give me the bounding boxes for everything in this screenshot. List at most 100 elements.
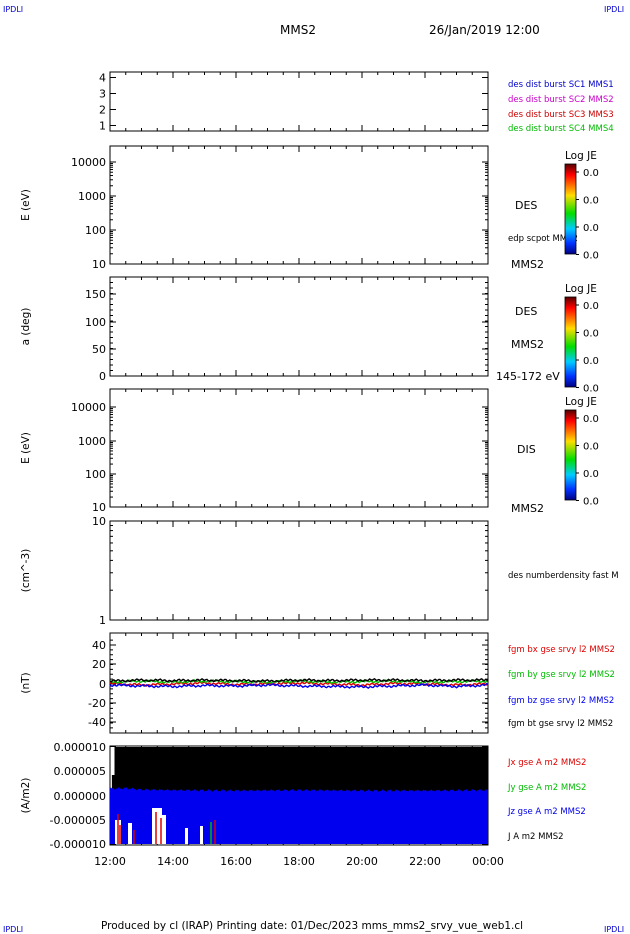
- data-gap: [160, 815, 166, 844]
- y-axis-title: E (eV): [20, 432, 32, 464]
- y-tick-label: 3: [99, 88, 106, 101]
- colorbar: [564, 296, 577, 388]
- y-tick-label: 2: [99, 104, 106, 117]
- y-tick-label: 1000: [78, 190, 106, 203]
- y-tick-label: 100: [85, 316, 106, 329]
- corner-label-top-right: IPDLI: [604, 5, 624, 14]
- y-axis-title: a (deg): [20, 308, 32, 346]
- panel-burst: 4 3 2 1 des dist burst SC1 MMS1 des dist burs…: [99, 71, 614, 134]
- panel-des-pitch: 150 100 50 0 a (deg) DES MMS2 145-172 eV Log JE 0…: [20, 276, 599, 395]
- panel-current-density: 0.000010 0.000005 0.000000 -0.000005 -0.0000…: [20, 741, 586, 851]
- footer-credit: Produced by cl (IRAP) Printing date: 01/…: [101, 920, 523, 932]
- y-tick-label: 4: [99, 72, 106, 85]
- colorbar-title: Log JE: [565, 150, 597, 162]
- panel-des-energy: 10000 1000 100 10 E (eV) DES edp scpot MMS2 MMS…: [20, 145, 599, 271]
- data-gap: [200, 826, 203, 844]
- panel-frame: [109, 145, 489, 265]
- panel-frame: [109, 520, 489, 621]
- legend-entry: Jx gse A m2 MMS2: [507, 758, 586, 768]
- legend-entry: J A m2 MMS2: [507, 832, 564, 842]
- data-gap: [110, 747, 115, 775]
- colorbar-tick-label: 0.0: [583, 497, 599, 508]
- panel-frame: [109, 71, 489, 132]
- y-tick-label: 10000: [71, 156, 106, 169]
- y-tick-label: 100: [85, 224, 106, 237]
- panel-dis-energy: 10000 1000 100 10 E (eV) DIS MMS2 Log JE 0.0 0.0 0…: [20, 388, 599, 515]
- y-axis-title: (cm^-3): [20, 549, 32, 592]
- y-tick-label: -20: [88, 697, 106, 710]
- data-gap: [128, 823, 132, 844]
- y-tick-label: 10: [92, 258, 106, 271]
- legend-entry: des dist burst SC3 MMS3: [508, 110, 614, 120]
- corner-label-bottom-left: IPDLI: [3, 925, 23, 934]
- x-tick-label: 20:00: [346, 855, 378, 868]
- side-label: DES: [515, 305, 537, 318]
- side-label: MMS2: [511, 502, 544, 515]
- panel-density: 10 1 (cm^-3) des numberdensity fast M: [20, 515, 619, 627]
- legend-entry: fgm bz gse srvy l2 MMS2: [508, 696, 614, 706]
- colorbar-tick-label: 0.0: [583, 414, 599, 425]
- y-tick-label: 10: [92, 515, 106, 528]
- y-axis-title: E (eV): [20, 189, 32, 221]
- panels-layer: 4 3 2 1 des dist burst SC1 MMS1 des dist burs…: [20, 71, 619, 868]
- y-tick-label: 1000: [78, 435, 106, 448]
- colorbar-title: Log JE: [565, 283, 597, 295]
- legend-entry: des numberdensity fast M: [508, 571, 619, 581]
- panel-frame: [109, 276, 489, 377]
- y-tick-label: -0.000010: [50, 838, 106, 851]
- legend-entry: Jz gse A m2 MMS2: [507, 807, 586, 817]
- colorbar: [564, 409, 577, 501]
- y-tick-label: 0.000000: [54, 790, 107, 803]
- y-tick-label: 0.000010: [54, 741, 107, 754]
- y-tick-label: 1: [99, 120, 106, 133]
- colorbar-tick-label: 0.0: [583, 356, 599, 367]
- datetime-title: 26/Jan/2019 12:00: [429, 23, 540, 37]
- legend-entry: des dist burst SC4 MMS4: [508, 124, 614, 134]
- series-line: [109, 677, 489, 683]
- legend-entry: fgm bt gse srvy l2 MMS2: [508, 719, 613, 729]
- panel-frame: [109, 388, 489, 508]
- legend-entry: des dist burst SC2 MMS2: [508, 95, 614, 105]
- colorbar-tick-label: 0.0: [583, 251, 599, 262]
- series-line: [109, 682, 489, 689]
- y-tick-label: 0: [99, 370, 106, 383]
- series-line: [109, 678, 489, 685]
- x-tick-label: 22:00: [409, 855, 441, 868]
- colorbar-tick-label: 0.0: [583, 196, 599, 207]
- panel-magnetic-field: 40 20 0 -20 -40 (nT) fgm bx gse srvy l2 MMS2 fg…: [20, 632, 615, 734]
- colorbar-tick-label: 0.0: [583, 329, 599, 340]
- y-tick-label: 40: [92, 639, 106, 652]
- y-tick-label: 10000: [71, 401, 106, 414]
- colorbar-tick-label: 0.0: [583, 301, 599, 312]
- corner-label-bottom-right: IPDLI: [604, 925, 624, 934]
- y-axis-title: (nT): [20, 672, 32, 693]
- y-axis-title: (A/m2): [20, 778, 32, 814]
- y-tick-label: 50: [92, 343, 106, 356]
- y-tick-label: 20: [92, 658, 106, 671]
- y-tick-label: 0.000005: [54, 765, 107, 778]
- x-tick-label: 16:00: [220, 855, 252, 868]
- legend-entry: fgm bx gse srvy l2 MMS2: [508, 645, 615, 655]
- legend-entry: fgm by gse srvy l2 MMS2: [508, 670, 615, 680]
- panel-frame: [109, 632, 489, 734]
- side-label: MMS2: [511, 338, 544, 351]
- side-label: edp scpot MMS2: [508, 234, 578, 244]
- legend-entry: des dist burst SC1 MMS1: [508, 80, 614, 90]
- y-tick-label: 100: [85, 468, 106, 481]
- y-tick-label: -40: [88, 716, 106, 729]
- x-tick-label: 12:00: [94, 855, 126, 868]
- data-gap: [185, 828, 188, 844]
- colorbar-tick-label: 0.0: [583, 168, 599, 179]
- side-label: DES: [515, 199, 537, 212]
- y-tick-label: 1: [99, 614, 106, 627]
- x-tick-label: 18:00: [283, 855, 315, 868]
- side-label: DIS: [517, 443, 536, 456]
- colorbar-tick-label: 0.0: [583, 384, 599, 395]
- side-label: 145-172 eV: [496, 370, 560, 383]
- colorbar-tick-label: 0.0: [583, 469, 599, 480]
- colorbar-tick-label: 0.0: [583, 442, 599, 453]
- spacecraft-title: MMS2: [280, 23, 316, 37]
- side-label: MMS2: [511, 258, 544, 271]
- x-tick-label: 00:00: [472, 855, 504, 868]
